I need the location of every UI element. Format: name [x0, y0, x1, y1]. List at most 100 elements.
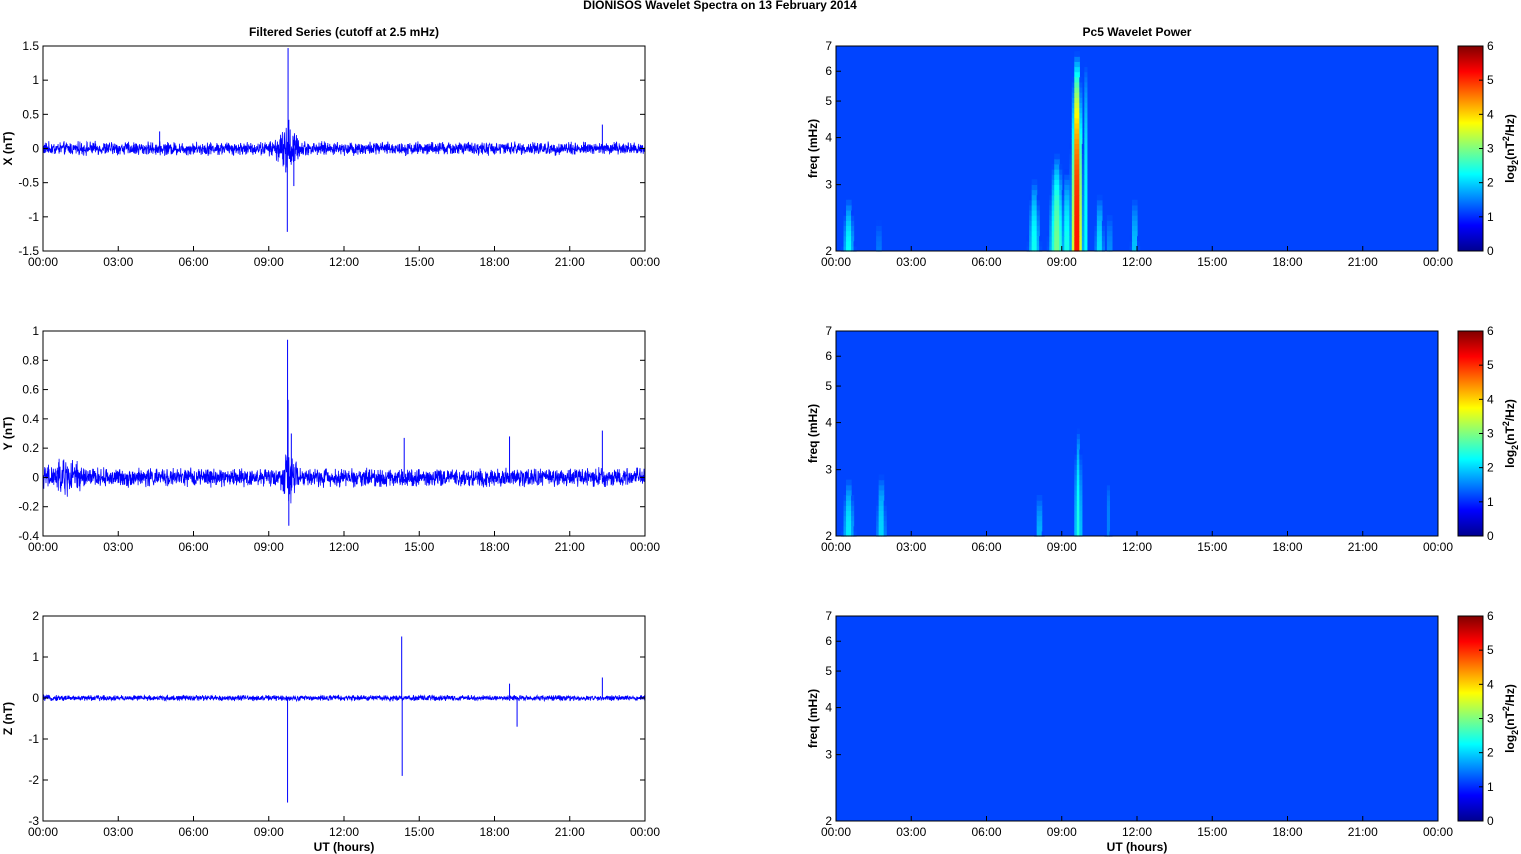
- heatmap-cell: [1071, 81, 1075, 88]
- heatmap-cell: [881, 530, 885, 537]
- heatmap-cell: [883, 505, 887, 511]
- heatmap-cell: [1079, 220, 1083, 226]
- colorbar-label: log2(nT2/Hz): [1501, 399, 1520, 468]
- heatmap-cell: [1109, 530, 1113, 537]
- y-tick-label: -1: [28, 210, 39, 224]
- x-tick-label: 18:00: [1272, 825, 1302, 839]
- heatmap-cell: [1079, 454, 1083, 460]
- heatmap-cell: [1051, 169, 1055, 175]
- heatmap-cell: [1034, 199, 1038, 206]
- heatmap-cell: [1084, 128, 1088, 134]
- x-tick-label: 15:00: [404, 825, 434, 839]
- heatmap-cell: [1036, 194, 1040, 201]
- heatmap-cell: [1084, 133, 1088, 139]
- heatmap-cell: [851, 510, 855, 517]
- heatmap-cell: [1081, 174, 1085, 180]
- heatmap-cell: [1031, 240, 1035, 247]
- heatmap-cell: [1096, 220, 1100, 226]
- heatmap-cell: [1076, 220, 1080, 226]
- heatmap-cell: [1079, 469, 1083, 476]
- x-tick-label: 12:00: [329, 825, 359, 839]
- heatmap-cell: [851, 225, 855, 232]
- heatmap-cell: [1106, 484, 1111, 491]
- heatmap-cell: [1076, 474, 1080, 481]
- x-tick-label: 21:00: [1348, 540, 1378, 554]
- heatmap-cell: [1084, 112, 1088, 119]
- heatmap-cell: [1074, 189, 1078, 196]
- heatmap-cell: [1106, 515, 1111, 522]
- heatmap-cell: [1081, 163, 1085, 170]
- heatmap-cell: [1034, 530, 1038, 537]
- heatmap-cell: [1076, 515, 1080, 522]
- wavelet-panel-y: 2 3 4 5 6 7 freq (mHz) 00:00 03:00 06:00 09:00 12:0…: [806, 324, 1520, 554]
- heatmap-cell: [1036, 235, 1040, 242]
- heatmap-cell: [1064, 194, 1068, 201]
- heatmap-cell: [1046, 230, 1050, 237]
- heatmap-cell: [1066, 204, 1070, 211]
- heatmap-cell: [1081, 184, 1085, 191]
- heatmap-cell: [1029, 245, 1033, 252]
- heatmap-cell: [1106, 530, 1111, 537]
- heatmap-cell: [1064, 184, 1068, 191]
- colorbar-tick-label: 1: [1487, 780, 1494, 794]
- heatmap-cell: [1079, 520, 1083, 527]
- heatmap-cell: [1084, 230, 1088, 237]
- heatmap-cell: [843, 505, 847, 511]
- heatmap-cell: [1071, 215, 1075, 221]
- heatmap-cell: [1054, 199, 1058, 206]
- x-tick-label: 09:00: [1047, 825, 1077, 839]
- heatmap-cell: [1071, 179, 1075, 185]
- x-tick-label: 00:00: [630, 825, 660, 839]
- heatmap-cell: [1036, 199, 1040, 206]
- heatmap-cell: [1084, 179, 1088, 185]
- heatmap-cell: [1131, 240, 1136, 247]
- x-tick-label: 00:00: [821, 825, 851, 839]
- heatmap-cell: [1109, 240, 1113, 247]
- heatmap-cell: [1081, 179, 1085, 185]
- heatmap-cell: [848, 220, 852, 226]
- heatmap-cell: [1106, 500, 1111, 506]
- heatmap-cell: [1079, 525, 1083, 532]
- y-tick-label: 0.4: [22, 412, 39, 426]
- heatmap-cell: [1071, 138, 1075, 144]
- heatmap-cell: [1076, 530, 1080, 537]
- heatmap-cell: [1036, 500, 1040, 506]
- heatmap-cell: [1106, 240, 1111, 247]
- heatmap-cell: [1084, 215, 1088, 221]
- heatmap-cell: [848, 215, 852, 221]
- heatmap-cell: [1051, 163, 1055, 170]
- heatmap-cell: [1061, 204, 1065, 211]
- heatmap-cell: [1076, 454, 1080, 460]
- heatmap-cell: [1071, 184, 1075, 191]
- heatmap-cell: [1064, 230, 1068, 237]
- series-line: [42, 694, 646, 703]
- heatmap-cell: [1071, 97, 1075, 103]
- heatmap-cell: [1134, 199, 1138, 206]
- heatmap-cell: [878, 525, 882, 532]
- heatmap-cell: [1081, 215, 1085, 221]
- heatmap-cell: [1079, 153, 1083, 160]
- heatmap-cell: [1074, 500, 1078, 506]
- heatmap-cell: [1079, 500, 1083, 506]
- heatmap-cell: [1074, 484, 1078, 491]
- figure-suptitle: DIONISOS Wavelet Spectra on 13 February …: [583, 0, 857, 12]
- heatmap-cell: [1066, 174, 1070, 180]
- heatmap-cell: [1071, 76, 1075, 83]
- heatmap-cell: [1101, 220, 1105, 226]
- heatmap-cell: [1056, 163, 1060, 170]
- heatmap-cell: [1071, 210, 1075, 216]
- heatmap-cell: [1084, 240, 1088, 247]
- heatmap-cell: [1064, 220, 1068, 226]
- heatmap-cell: [848, 525, 852, 532]
- heatmap-cell: [878, 230, 882, 237]
- heatmap-cell: [1076, 464, 1080, 470]
- heatmap-cell: [1036, 245, 1040, 252]
- heatmap-cell: [1071, 240, 1075, 247]
- colorbar-tick-label: 2: [1487, 461, 1494, 475]
- heatmap-cell: [1084, 87, 1088, 93]
- heatmap-cell: [1076, 510, 1080, 517]
- x-tick-label: 18:00: [1272, 540, 1302, 554]
- heatmap-cell: [1029, 235, 1033, 242]
- heatmap-cell: [1071, 235, 1075, 242]
- wavelet-panel-x: 2 3 4 5 6 7 freq (mHz) 00:00 03:00 06:00 09:00 12:0…: [806, 39, 1520, 269]
